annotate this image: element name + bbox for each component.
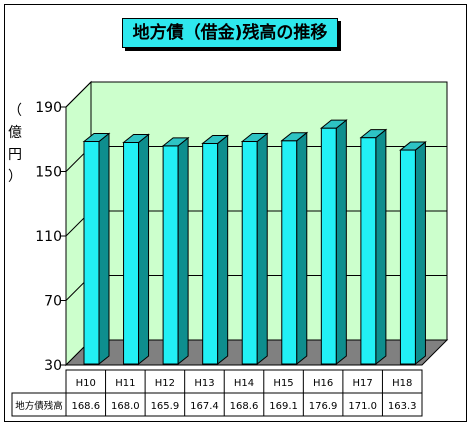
bar-top	[280, 132, 309, 142]
data-value-label: 168.6	[230, 401, 259, 412]
y-axis-label-char: 円	[8, 147, 22, 163]
data-value-label: 176.9	[309, 401, 338, 412]
y-axis-label-char: 億	[8, 125, 22, 141]
bar	[280, 131, 309, 366]
bar	[161, 136, 190, 366]
x-tick-label: H13	[194, 378, 214, 389]
data-value-label: 167.4	[190, 401, 219, 412]
y-tick-label: 70	[44, 294, 62, 310]
bar	[359, 128, 388, 366]
y-tick-label: 30	[44, 358, 62, 374]
bar-front	[83, 141, 100, 365]
bar-top	[82, 133, 111, 143]
bar	[319, 119, 348, 366]
y-axis-label-char: （	[8, 103, 22, 119]
y-tick-label: 150	[35, 165, 62, 181]
data-value-label: 171.0	[348, 401, 377, 412]
bar-front	[281, 140, 298, 365]
bar-side	[177, 136, 189, 366]
bar-top	[319, 119, 348, 129]
data-value-label: 168.0	[111, 401, 140, 412]
bar-top	[359, 129, 388, 139]
bar-top	[122, 133, 150, 143]
series-name-label: 地方債残高	[15, 400, 63, 412]
bar-side	[335, 119, 347, 366]
bar-top	[399, 141, 427, 151]
x-tick-label: H18	[392, 378, 412, 389]
bar-front	[123, 141, 140, 365]
chart-title: 地方債（借金)残高の推移	[122, 18, 338, 48]
x-tick-label: H11	[115, 378, 135, 389]
bar-top	[240, 133, 269, 143]
bar-front	[202, 142, 219, 365]
data-value-label: 163.3	[388, 401, 417, 412]
x-tick-label: H10	[76, 378, 96, 389]
bar-front	[162, 145, 179, 365]
y-tick-label: 190	[35, 100, 62, 116]
x-tick-label: H12	[155, 378, 175, 389]
x-tick-label: H16	[313, 378, 333, 389]
bar	[122, 133, 150, 366]
bar	[240, 132, 269, 366]
bar-side	[375, 128, 387, 366]
table-data-row	[11, 392, 423, 417]
y-axis-label-char: ）	[8, 169, 22, 185]
bar-side	[138, 133, 150, 366]
bar-front	[399, 149, 416, 365]
bar-side	[296, 131, 308, 366]
bar-side	[217, 134, 229, 366]
bar-top	[161, 137, 190, 147]
gridline	[65, 81, 447, 108]
y-axis-label: （ 億円 ）	[6, 100, 24, 188]
bar	[82, 132, 111, 366]
bar-side	[414, 141, 426, 366]
bar	[399, 141, 427, 366]
data-value-label: 165.9	[151, 401, 180, 412]
bar-front	[320, 127, 337, 365]
data-value-label: 169.1	[269, 401, 298, 412]
bar-side	[256, 132, 268, 366]
x-tick-label: H17	[353, 378, 373, 389]
bar-top	[201, 134, 230, 144]
bar-front	[241, 141, 258, 365]
bar-side	[98, 132, 110, 366]
data-value-label: 168.6	[71, 401, 100, 412]
x-tick-label: H15	[273, 378, 293, 389]
bar	[201, 134, 230, 366]
bar-front	[360, 137, 377, 365]
x-tick-label: H14	[234, 378, 254, 389]
y-tick-label: 110	[35, 229, 62, 245]
